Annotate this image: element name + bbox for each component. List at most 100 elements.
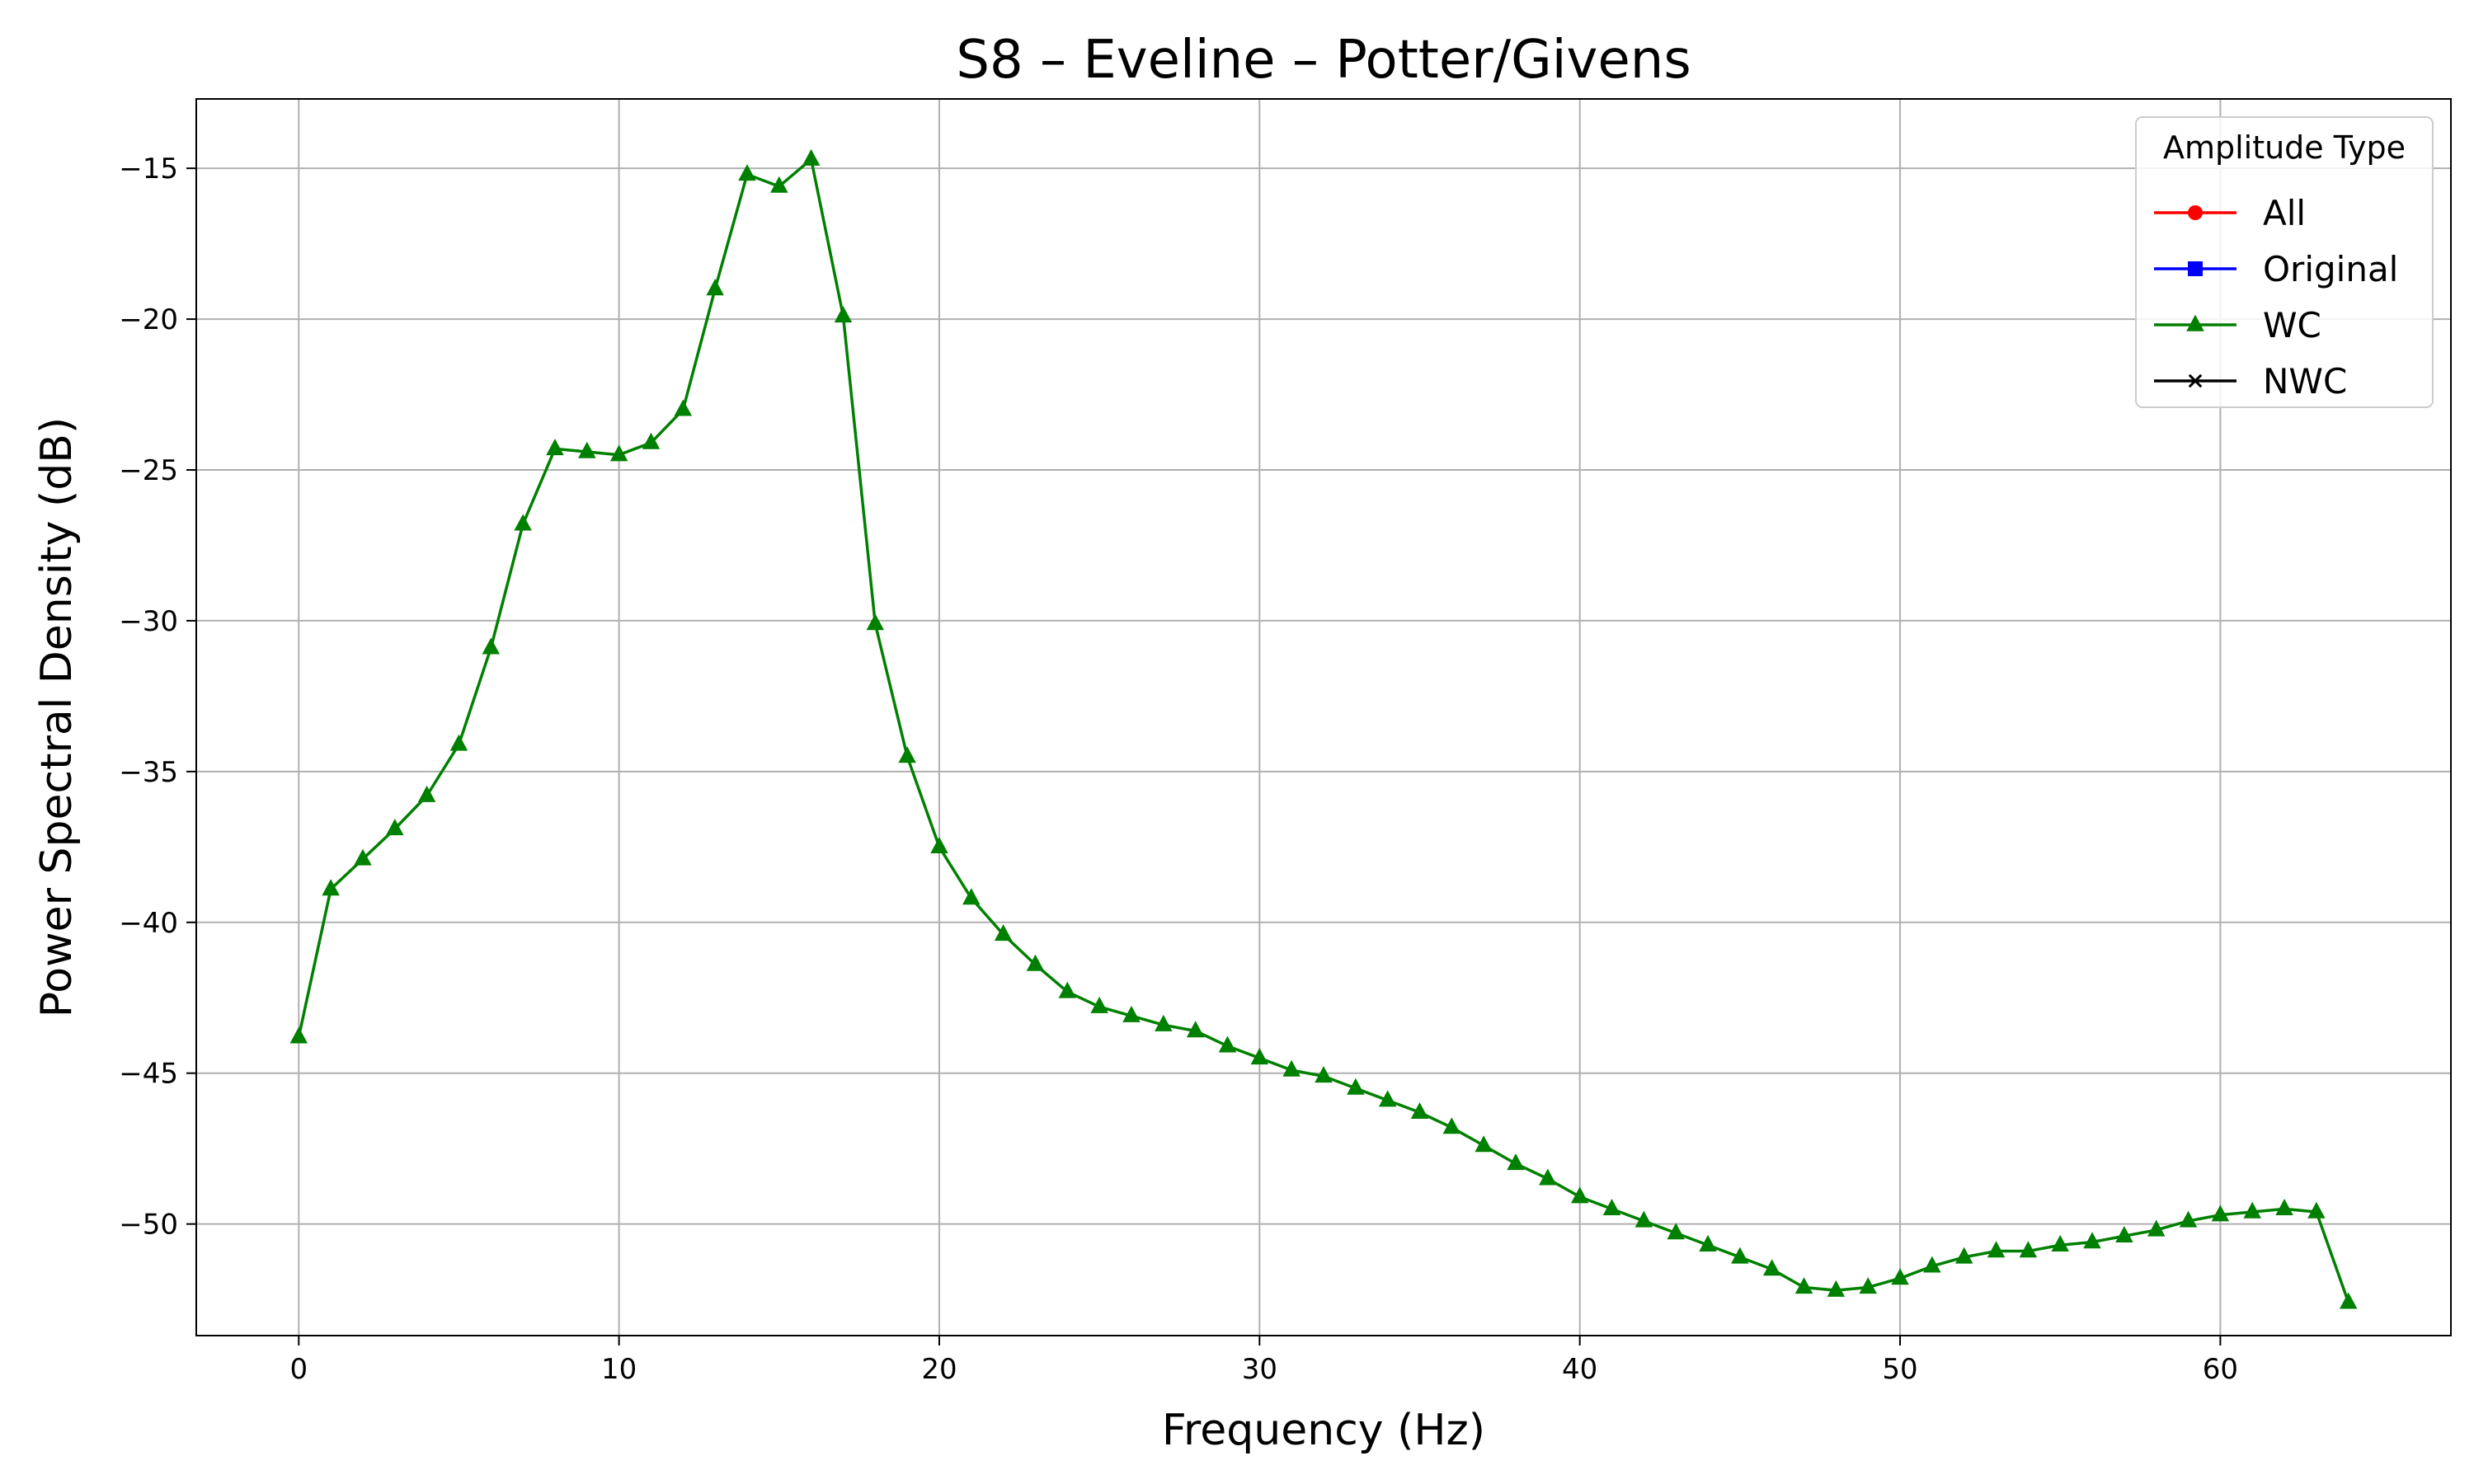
legend-entry-original: Original	[2154, 249, 2398, 289]
data-point	[449, 734, 468, 751]
legend-entry-all: All	[2154, 193, 2306, 233]
data-point	[1987, 1241, 2006, 1258]
y-tick-label: −35	[119, 756, 178, 789]
data-point	[994, 924, 1013, 942]
data-point	[1827, 1280, 1846, 1297]
data-point	[322, 879, 340, 896]
legend-marker-wc	[2186, 314, 2204, 331]
data-point	[898, 746, 916, 763]
data-point	[1570, 1186, 1589, 1204]
data-point	[1122, 1005, 1141, 1022]
data-point	[2275, 1199, 2293, 1216]
data-point	[609, 444, 628, 462]
data-point	[770, 176, 788, 193]
legend-label-all: All	[2263, 193, 2306, 233]
data-point	[514, 514, 532, 531]
y-tick-label: −30	[119, 605, 178, 638]
legend-entry-wc: WC	[2154, 305, 2321, 345]
legend-marker-all	[2188, 205, 2203, 220]
data-point	[738, 164, 756, 181]
y-tick-label: −45	[119, 1058, 178, 1091]
grid-lines	[196, 99, 2451, 1336]
data-point	[834, 306, 853, 323]
data-point	[1282, 1059, 1300, 1077]
y-tick-label: −40	[119, 907, 178, 940]
y-tick-label: −50	[119, 1209, 178, 1242]
data-point	[1859, 1277, 1877, 1294]
data-point	[1507, 1153, 1525, 1171]
data-point	[1923, 1256, 1941, 1273]
legend: Amplitude Type All Original WC NWC	[2135, 116, 2434, 408]
data-point	[1026, 954, 1045, 971]
data-point	[1347, 1078, 1365, 1095]
data-point	[1667, 1223, 1685, 1240]
data-point	[962, 888, 981, 905]
data-point	[2019, 1241, 2038, 1258]
legend-marker-nwc	[2188, 373, 2203, 388]
x-tick-label: 30	[1242, 1353, 1277, 1386]
data-point	[546, 439, 564, 456]
chart-title: S8 – Eveline – Potter/Givens	[956, 30, 1691, 91]
data-point	[2179, 1210, 2198, 1228]
legend-label-wc: WC	[2263, 305, 2321, 345]
legend-entry-nwc: NWC	[2154, 361, 2347, 402]
data-point	[1186, 1021, 1205, 1038]
data-point	[354, 848, 372, 866]
data-point	[1634, 1210, 1653, 1228]
legend-marker-original	[2188, 261, 2203, 276]
data-point	[2243, 1201, 2261, 1219]
data-point	[1891, 1268, 1909, 1285]
y-axis-label: Power Spectral Density (dB)	[32, 417, 82, 1017]
legend-label-nwc: NWC	[2263, 361, 2347, 402]
x-tick-label: 10	[601, 1353, 637, 1386]
data-point	[1090, 996, 1108, 1013]
data-point	[706, 279, 724, 296]
y-tick-label: −15	[119, 153, 178, 186]
data-point	[1539, 1168, 1557, 1186]
data-point	[482, 637, 501, 655]
data-point	[930, 837, 948, 854]
data-point	[2083, 1232, 2101, 1249]
data-point	[578, 441, 596, 458]
data-point	[1315, 1066, 1333, 1083]
data-point	[1602, 1199, 1621, 1216]
data-point	[1954, 1247, 1973, 1264]
data-point	[2147, 1219, 2166, 1237]
data-point	[386, 819, 404, 836]
data-point	[1731, 1247, 1749, 1264]
data-point	[1218, 1036, 1237, 1053]
x-tick-label: 40	[1562, 1353, 1597, 1386]
data-point	[1762, 1259, 1781, 1276]
series-layer	[289, 148, 2358, 1309]
plot-frame	[195, 98, 2452, 1336]
data-point	[2339, 1292, 2358, 1309]
x-tick-label: 0	[289, 1353, 308, 1386]
x-axis-label: Frequency (Hz)	[1162, 1406, 1485, 1455]
legend-marker-nwc-stroke-b	[2188, 373, 2203, 388]
legend-box	[2135, 116, 2434, 408]
data-point	[417, 785, 436, 802]
data-point	[2051, 1234, 2069, 1252]
axis-ticks: 0 10 20 30 40 50 60 −50 −45 −40 −35 −30 −25 −20 −15	[119, 153, 2238, 1386]
data-point	[642, 432, 661, 449]
data-point	[802, 148, 821, 166]
x-tick-label: 50	[1882, 1353, 1917, 1386]
data-point	[289, 1026, 308, 1044]
data-point	[1475, 1135, 1493, 1153]
data-point	[866, 613, 885, 631]
data-point	[674, 399, 693, 416]
x-tick-label: 60	[2203, 1353, 2238, 1386]
legend-title: Amplitude Type	[2163, 129, 2406, 166]
data-point	[1378, 1090, 1397, 1107]
y-tick-label: −20	[119, 303, 178, 336]
data-point	[1155, 1014, 1173, 1031]
y-tick-label: −25	[119, 454, 178, 487]
data-point	[1442, 1117, 1461, 1134]
data-point	[1699, 1234, 1717, 1252]
data-point	[2115, 1225, 2133, 1242]
data-point	[1794, 1277, 1813, 1294]
data-point	[1058, 981, 1077, 998]
legend-label-original: Original	[2263, 249, 2398, 289]
